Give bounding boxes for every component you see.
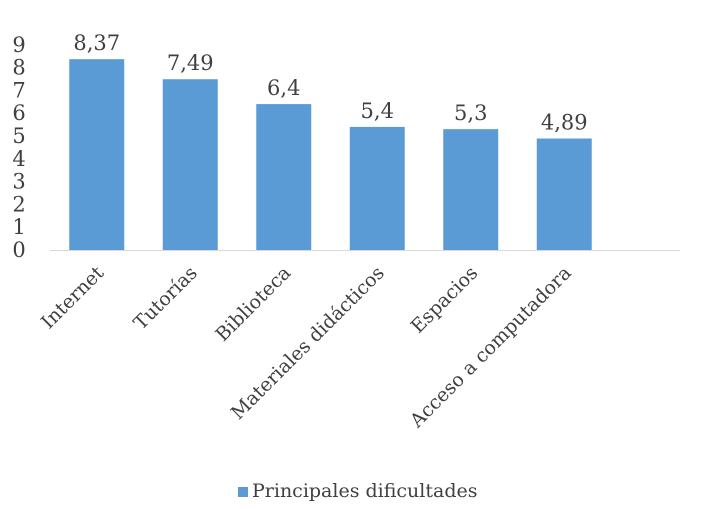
y-tick-label: 7 <box>12 78 25 102</box>
bar <box>256 104 312 250</box>
legend-label: Principales dificultades <box>252 480 478 502</box>
legend-swatch <box>238 487 248 497</box>
y-tick-label: 1 <box>12 215 25 239</box>
data-label: 7,49 <box>167 51 214 75</box>
data-label: 4,89 <box>541 111 588 135</box>
category-label: Biblioteca <box>211 262 295 346</box>
bar <box>443 129 499 250</box>
bar <box>69 59 125 250</box>
y-tick-label: 4 <box>12 147 25 171</box>
bar <box>349 126 405 250</box>
category-label: Tutorías <box>129 262 201 334</box>
y-tick-label: 8 <box>12 56 25 80</box>
y-tick-label: 3 <box>12 170 25 194</box>
bar <box>536 138 592 250</box>
y-tick-label: 0 <box>12 238 25 262</box>
bar <box>162 79 218 250</box>
category-label: Acceso a computadora <box>405 262 576 433</box>
bars-group <box>69 59 592 250</box>
y-tick-label: 6 <box>12 101 25 125</box>
legend: Principales dificultades <box>238 480 478 502</box>
data-label: 6,4 <box>267 76 300 100</box>
data-labels-group: 8,37 7,49 6,4 5,4 5,3 4,89 <box>73 31 587 134</box>
category-label: Internet <box>37 262 109 334</box>
data-label: 5,3 <box>454 101 487 125</box>
data-label: 8,37 <box>73 31 120 55</box>
data-label: 5,4 <box>361 99 394 123</box>
y-tick-label: 9 <box>12 33 25 57</box>
category-label: Espacios <box>407 262 483 338</box>
y-tick-label: 2 <box>12 192 25 216</box>
y-tick-label: 5 <box>12 124 25 148</box>
category-label: Materiales didácticos <box>227 262 389 424</box>
